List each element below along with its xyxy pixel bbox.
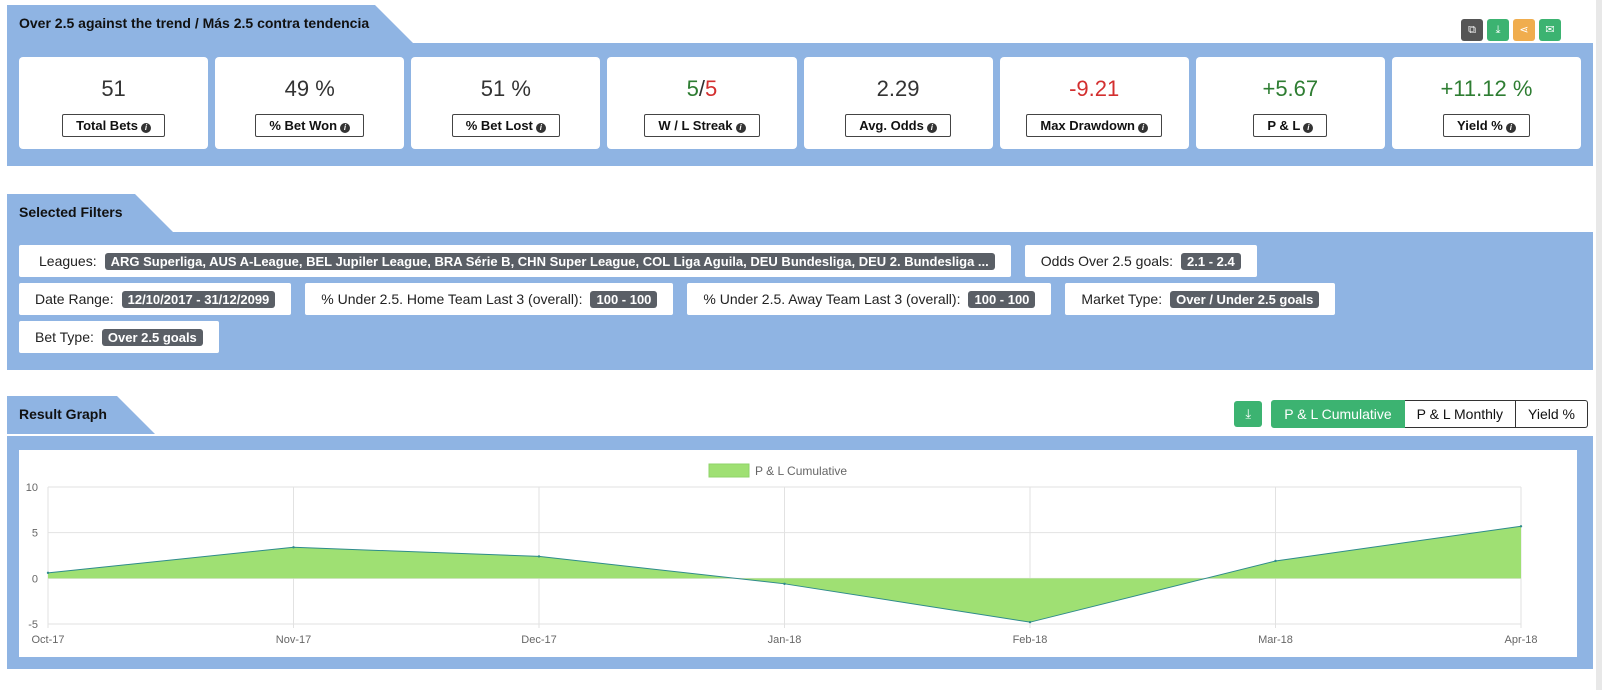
- stat-value: 49 %: [284, 76, 335, 101]
- x-tick-label: Dec-17: [521, 634, 556, 646]
- legend-label: P & L Cumulative: [755, 464, 847, 478]
- graph-title: Result Graph: [19, 406, 107, 422]
- x-tick-label: Jan-18: [768, 634, 802, 646]
- email-icon[interactable]: ✉: [1539, 19, 1561, 41]
- stat-label[interactable]: Max Drawdown i: [1026, 114, 1162, 137]
- info-icon: i: [926, 123, 937, 133]
- filter-bet-type-value: Over 2.5 goals: [101, 328, 203, 346]
- data-point: [1274, 559, 1277, 563]
- filters-panel: Leagues: ARG Superliga, AUS A-League, BEL…: [7, 232, 1593, 370]
- scrollbar[interactable]: [1596, 0, 1602, 690]
- yield-button[interactable]: Yield %: [1516, 400, 1588, 428]
- copy-icon[interactable]: ⧉: [1461, 19, 1483, 41]
- info-icon: i: [535, 123, 546, 133]
- info-icon: i: [141, 123, 151, 133]
- x-tick-label: Mar-18: [1258, 634, 1293, 646]
- share-icon[interactable]: ⋖: [1513, 19, 1535, 41]
- info-icon: i: [1138, 123, 1148, 133]
- data-point: [292, 546, 295, 549]
- stat-value: 51 %: [480, 76, 531, 101]
- filter-date-range: Date Range: 12/10/2017 - 31/12/2099: [19, 283, 292, 315]
- x-tick-label: Nov-17: [276, 634, 311, 646]
- stat-yield: +11.12 % Yield % i: [1391, 57, 1581, 149]
- data-point: [783, 582, 786, 586]
- filter-leagues-value: ARG Superliga, AUS A-League, BEL Jupiler…: [104, 252, 995, 270]
- info-icon: i: [1303, 123, 1314, 133]
- graph-title-tab: Result Graph: [7, 396, 155, 434]
- stat-streak: 5/5 W / L Streak i: [607, 57, 797, 149]
- stats-panel: 51 Total Bets i 49 % % Bet Won i 51 % % Be…: [7, 43, 1593, 166]
- data-point: [46, 571, 50, 575]
- pl-cumulative-button[interactable]: P & L Cumulative: [1271, 400, 1405, 428]
- y-tick-label: -5: [28, 619, 38, 631]
- data-point: [537, 555, 541, 558]
- graph-panel: P & L Cumulative 10 5 0 -5 Oct-17 Nov-17 Dec-17…: [7, 436, 1593, 669]
- filters-title-tab: Selected Filters: [7, 194, 173, 232]
- stat-total-bets: 51 Total Bets i: [19, 57, 209, 149]
- streak-separator: /: [698, 76, 705, 101]
- pl-monthly-button[interactable]: P & L Monthly: [1404, 400, 1517, 428]
- stat-value: +11.12 %: [1440, 76, 1533, 101]
- info-icon: i: [340, 123, 351, 133]
- stat-value: 5/5: [687, 76, 718, 106]
- stat-value: 2.29: [876, 76, 920, 101]
- stat-label[interactable]: W / L Streak i: [644, 114, 760, 137]
- stat-value: +5.67: [1262, 76, 1319, 101]
- filter-market-value: Over / Under 2.5 goals: [1170, 290, 1320, 308]
- filter-leagues: Leagues: ARG Superliga, AUS A-League, BEL…: [19, 245, 1011, 277]
- download-icon[interactable]: ⤓: [1234, 401, 1263, 427]
- stat-label[interactable]: % Bet Lost i: [451, 114, 560, 137]
- info-icon: i: [735, 123, 746, 133]
- strategy-toolbar: ⧉ ⤓ ⋖ ✉: [1461, 19, 1561, 41]
- filter-bet-type: Bet Type: Over 2.5 goals: [19, 321, 219, 353]
- chart-container: P & L Cumulative 10 5 0 -5 Oct-17 Nov-17 Dec-17…: [19, 450, 1577, 657]
- filter-under-home: % Under 2.5. Home Team Last 3 (overall):…: [305, 283, 674, 315]
- stat-value: 51: [101, 76, 126, 101]
- stat-label[interactable]: % Bet Won i: [255, 114, 365, 137]
- info-icon: i: [1505, 123, 1516, 133]
- strategy-title-tab: Over 2.5 against the trend / Más 2.5 con…: [7, 5, 413, 43]
- stat-label[interactable]: Total Bets i: [62, 114, 165, 137]
- filter-odds-over: Odds Over 2.5 goals: 2.1 - 2.4: [1024, 245, 1257, 277]
- filters-title: Selected Filters: [19, 204, 123, 220]
- stat-label[interactable]: Avg. Odds i: [845, 114, 951, 137]
- graph-toolbar: ⤓ P & L Cumulative P & L Monthly Yield %: [1234, 400, 1588, 428]
- filter-odds-value: 2.1 - 2.4: [1181, 252, 1241, 270]
- y-tick-label: 0: [32, 573, 38, 585]
- x-tick-label: Apr-18: [1504, 634, 1537, 646]
- y-tick-label: 10: [26, 482, 38, 494]
- filter-under-away-value: 100 - 100: [968, 290, 1036, 308]
- stat-avg-odds: 2.29 Avg. Odds i: [803, 57, 993, 149]
- x-tick-label: Oct-17: [31, 634, 64, 646]
- filter-date-value: 12/10/2017 - 31/12/2099: [121, 290, 276, 308]
- filter-under-away: % Under 2.5. Away Team Last 3 (overall):…: [687, 283, 1052, 315]
- strategy-title: Over 2.5 against the trend / Más 2.5 con…: [19, 15, 370, 31]
- data-point: [1028, 620, 1032, 624]
- filter-market-type: Market Type: Over / Under 2.5 goals: [1065, 283, 1336, 315]
- stat-bet-lost: 51 % % Bet Lost i: [411, 57, 601, 149]
- stat-value: -9.21: [1069, 76, 1120, 101]
- win-streak: 5: [686, 76, 699, 101]
- filter-under-home-value: 100 - 100: [590, 290, 658, 308]
- pl-chart: P & L Cumulative 10 5 0 -5 Oct-17 Nov-17 Dec-17…: [26, 463, 1538, 646]
- stat-bet-won: 49 % % Bet Won i: [215, 57, 405, 149]
- download-icon[interactable]: ⤓: [1487, 19, 1509, 41]
- stat-max-drawdown: -9.21 Max Drawdown i: [999, 57, 1189, 149]
- series-area: [48, 526, 1521, 623]
- data-point: [1519, 525, 1523, 528]
- legend-swatch: [708, 463, 750, 478]
- y-tick-label: 5: [32, 528, 38, 540]
- loss-streak: 5: [705, 76, 718, 101]
- stat-label[interactable]: Yield % i: [1443, 114, 1530, 137]
- x-tick-label: Feb-18: [1013, 634, 1048, 646]
